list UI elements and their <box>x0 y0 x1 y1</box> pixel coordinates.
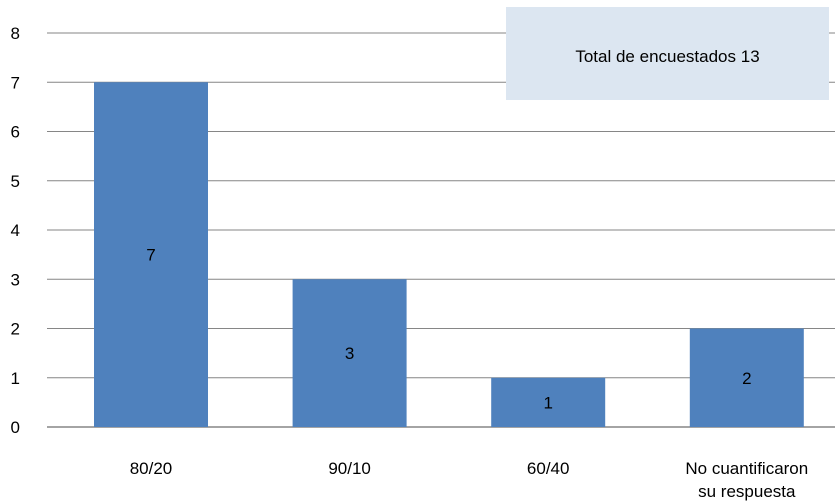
y-tick-label: 1 <box>11 369 20 388</box>
bar <box>292 279 407 427</box>
bar <box>491 377 606 427</box>
data-label: 7 <box>146 246 155 265</box>
x-category-label: 60/40 <box>527 459 570 478</box>
data-labels: 7 3 1 2 <box>146 246 751 413</box>
y-tick-label: 6 <box>11 123 20 142</box>
x-category-label: 90/10 <box>328 459 371 478</box>
y-tick-label: 8 <box>11 24 20 43</box>
y-axis-ticks: 0 1 2 3 4 5 6 7 8 <box>11 24 20 437</box>
y-tick-label: 7 <box>11 73 20 92</box>
bar <box>689 328 804 427</box>
y-tick-label: 2 <box>11 320 20 339</box>
data-label: 3 <box>345 344 354 363</box>
x-category-label: 80/20 <box>130 459 173 478</box>
annotation-box: Total de encuestados 13 <box>506 7 829 100</box>
bars <box>94 82 804 427</box>
y-tick-label: 5 <box>11 172 20 191</box>
y-tick-label: 0 <box>11 418 20 437</box>
x-category-label: No cuantificaron su respuesta <box>685 459 808 501</box>
y-tick-label: 3 <box>11 270 20 289</box>
annotation-text: Total de encuestados 13 <box>575 47 759 66</box>
data-label: 2 <box>742 369 751 388</box>
bar <box>94 82 208 427</box>
x-axis-categories: 80/20 90/10 60/40 No cuantificaron su respue… <box>130 459 808 501</box>
data-label: 1 <box>543 393 552 412</box>
annotation-background <box>506 7 829 100</box>
y-tick-label: 4 <box>11 221 20 240</box>
